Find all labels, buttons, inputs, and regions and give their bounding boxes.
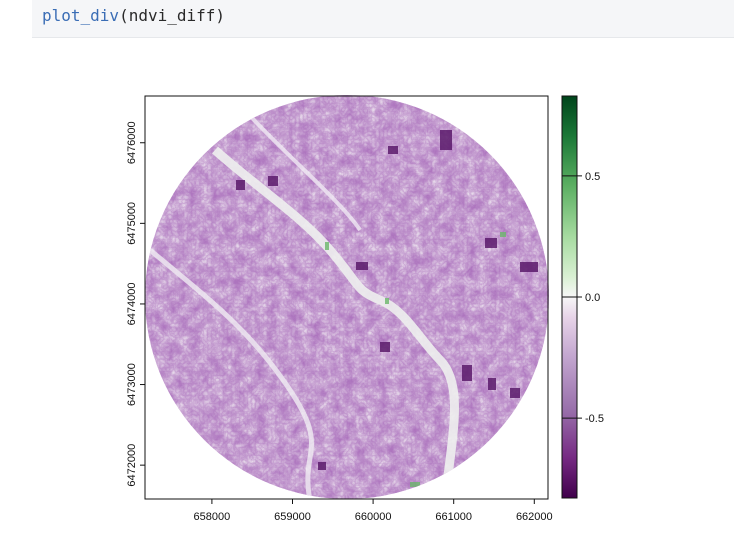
y-tick-label: 6472000 [126,444,138,487]
road-feature-2 [238,103,362,232]
x-tick-label: 659000 [274,511,311,523]
river-feature [212,146,459,499]
y-tick-label: 6476000 [126,121,138,164]
y-tick-label: 6474000 [126,283,138,326]
x-tick-label: 660000 [355,511,392,523]
increase-patches [325,232,506,487]
strong-decrease-patches [236,130,538,470]
code-argument: ndvi_diff [128,6,216,25]
road-feature [148,248,314,499]
y-axis: 6472000 6473000 6474000 6475000 6476000 [126,121,145,487]
colorbar: 0.5 0.0 -0.5 [561,95,604,499]
code-cell: plot_div(ndvi_diff) [32,0,734,38]
x-tick-label: 662000 [516,511,553,523]
x-tick-label: 658000 [194,511,231,523]
x-axis: 658000 659000 660000 661000 662000 [194,499,553,523]
code-function-name: plot_div [42,6,120,25]
colorbar-tick-label: -0.5 [585,413,604,425]
code-open-paren: ( [119,6,129,25]
code-close-paren: ) [215,6,226,25]
y-tick-label: 6475000 [126,202,138,245]
plot-frame [144,95,549,500]
y-tick-label: 6473000 [126,363,138,406]
raster-layer [145,95,549,499]
colorbar-tick-label: 0.0 [585,292,600,304]
colorbar-ticks: 0.5 0.0 -0.5 [562,171,604,425]
colorbar-tick-label: 0.5 [585,171,600,183]
code-line: plot_div(ndvi_diff) [42,6,225,25]
raster-fine-texture [145,95,549,499]
x-tick-label: 661000 [435,511,472,523]
